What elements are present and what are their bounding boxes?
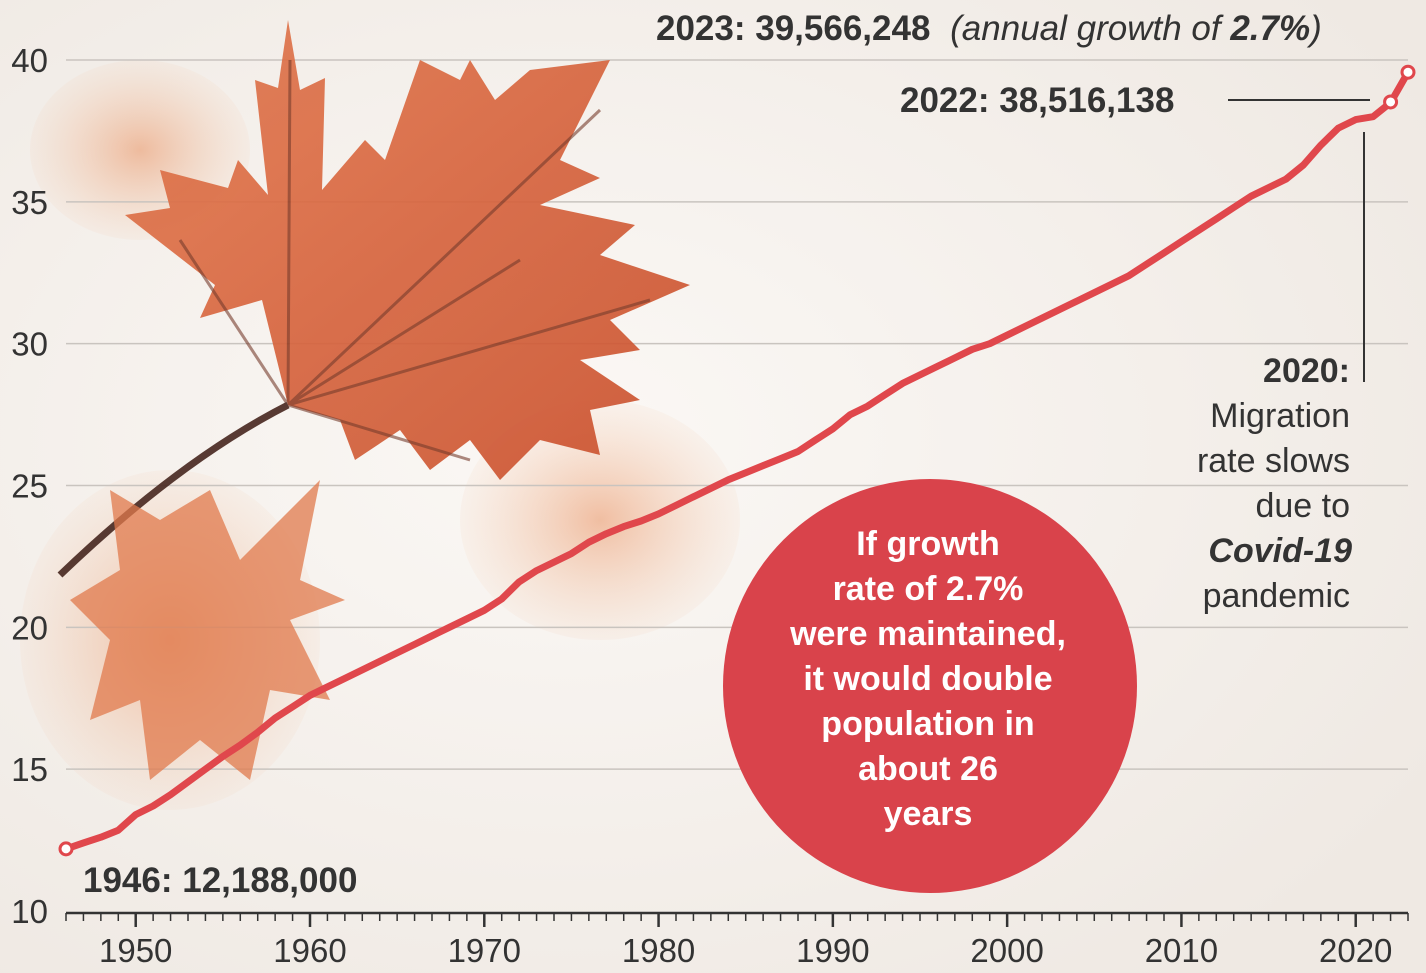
annotation-2020: 2020: Migration rate slows due to Covid-…: [1197, 352, 1352, 615]
y-tick-label: 35: [11, 184, 48, 221]
population-line: [62, 68, 1412, 853]
annotation-2023-note-prefix: (annual growth of: [950, 9, 1230, 48]
y-axis: 10 15 20 25 30 35 40: [11, 42, 48, 930]
x-tick-label: 1980: [622, 932, 695, 969]
x-tick-label: 2020: [1319, 932, 1392, 969]
y-tick-label: 10: [11, 893, 48, 930]
data-marker-2022: [1383, 94, 1399, 110]
x-axis: 1950 1960 1970 1980 1990 2000 2010 2020: [65, 911, 1409, 969]
y-tick-label: 15: [11, 751, 48, 788]
data-markers: [58, 64, 1416, 857]
bubble-line-2: rate of 2.7%: [833, 570, 1024, 608]
y-tick-label: 25: [11, 468, 48, 505]
projection-bubble-text: If growth rate of 2.7% were maintained, …: [789, 525, 1066, 833]
bubble-line-1: If growth: [856, 525, 1000, 563]
x-tick-label: 1960: [273, 932, 346, 969]
bubble-line-3: were maintained,: [789, 615, 1066, 653]
x-tick-label: 2010: [1145, 932, 1218, 969]
y-tick-label: 30: [11, 326, 48, 363]
annotation-2020-last: pandemic: [1203, 577, 1350, 615]
annotation-2020-label: 2020:: [1263, 352, 1350, 390]
projection-bubble: [723, 479, 1137, 893]
bubble-line-6: about 26: [858, 750, 998, 788]
y-tick-label: 20: [11, 609, 48, 646]
x-tick-label: 1970: [448, 932, 521, 969]
data-marker-1946: [58, 841, 74, 857]
blurred-leaf-shadow-2: [460, 400, 740, 640]
y-tick-label: 40: [11, 42, 48, 79]
annotation-2023: 2023: 39,566,248 (annual growth of 2.7%): [656, 9, 1322, 48]
annotation-2020-emphasis: Covid-19: [1208, 532, 1352, 570]
annotation-1946: 1946: 12,188,000: [83, 861, 357, 900]
x-tick-label: 2000: [970, 932, 1043, 969]
bubble-line-4: it would double: [803, 660, 1052, 698]
annotation-2020-line-1: Migration: [1210, 397, 1350, 435]
annotation-2020-line-2: rate slows: [1197, 442, 1350, 480]
maple-leaf-small-icon: [70, 480, 345, 780]
x-tick-label: 1950: [99, 932, 172, 969]
annotation-2020-line-3: due to: [1255, 487, 1350, 525]
maple-leaf-icon: [57, 20, 690, 578]
x-tick-label: 1990: [796, 932, 869, 969]
annotation-2023-note-value: 2.7%: [1229, 9, 1310, 48]
annotation-2023-note-suffix: ): [1306, 9, 1322, 48]
annotation-2023-label: 2023: 39,566,248: [656, 9, 930, 48]
data-marker-2023: [1400, 64, 1416, 80]
annotation-2022: 2022: 38,516,138: [900, 81, 1174, 120]
bubble-line-7: years: [884, 795, 973, 833]
bubble-line-5: population in: [821, 705, 1034, 743]
